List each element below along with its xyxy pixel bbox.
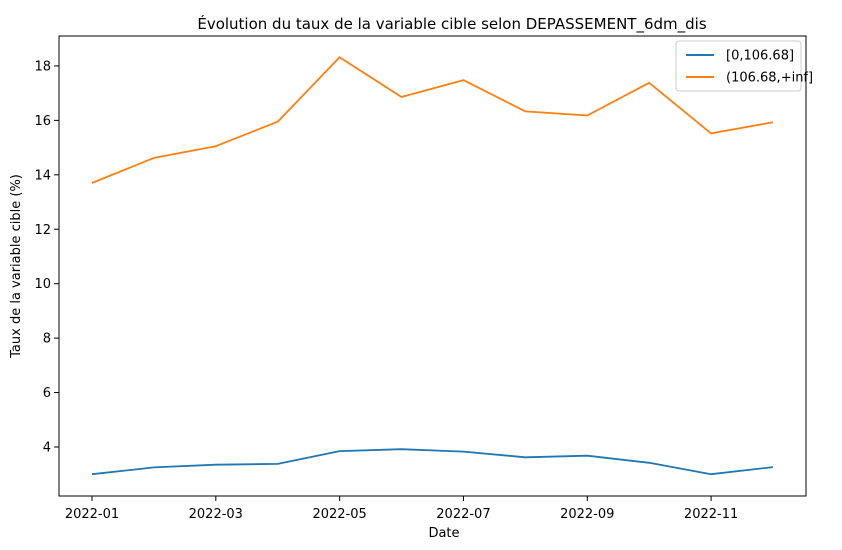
y-tick-label: 16 — [34, 114, 51, 129]
y-axis-label: Taux de la variable cible (%) — [9, 174, 24, 359]
x-tick-label: 2022-09 — [560, 507, 614, 522]
legend-label-series-1: [0,106.68] — [726, 49, 794, 64]
series-line-2 — [91, 56, 774, 184]
y-tick-label: 14 — [34, 168, 51, 183]
y-tick-label: 12 — [34, 223, 51, 238]
y-tick-label: 18 — [34, 59, 51, 74]
x-axis-label: Date — [428, 526, 459, 541]
plot-frame — [58, 35, 807, 497]
series-layer — [91, 56, 774, 476]
ticks-layer: 4 6 8 10 12 14 16 18 2022-01 2022-03 2022-05 2022-0… — [34, 59, 738, 522]
x-tick-label: 2022-07 — [436, 507, 490, 522]
chart-title: Évolution du taux de la variable cible s… — [197, 14, 706, 34]
y-tick-label: 6 — [43, 386, 51, 401]
y-tick-label: 4 — [43, 441, 51, 456]
y-tick-label: 8 — [43, 332, 51, 347]
legend-label-series-2: (106.68,+inf] — [726, 71, 813, 86]
legend: [0,106.68] (106.68,+inf] — [675, 40, 813, 92]
x-tick-label: 2022-05 — [312, 507, 366, 522]
y-tick-label: 10 — [34, 277, 51, 292]
x-tick-label: 2022-11 — [684, 507, 738, 522]
series-line-1 — [91, 448, 774, 476]
x-tick-label: 2022-01 — [65, 507, 119, 522]
x-tick-label: 2022-03 — [189, 507, 243, 522]
legend-box — [675, 40, 802, 92]
